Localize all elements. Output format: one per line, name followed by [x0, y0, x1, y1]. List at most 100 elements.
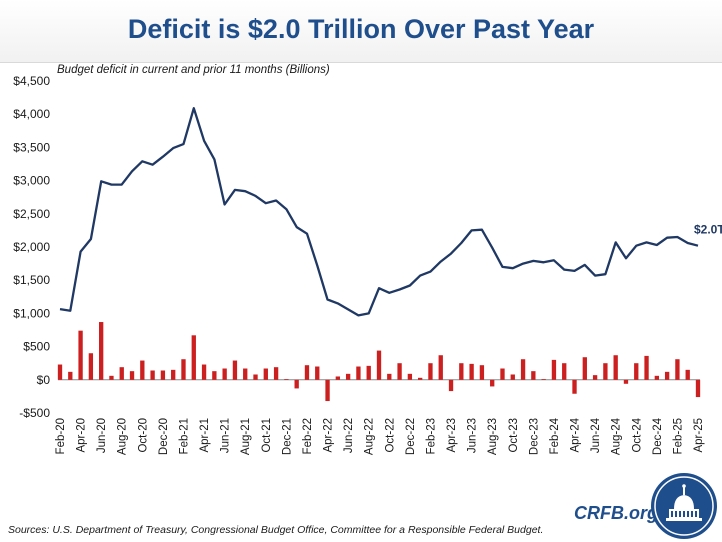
y-tick-label: $1,000 [13, 306, 50, 320]
end-value-label: $2.0T [694, 223, 722, 237]
y-tick-label: -$500 [19, 406, 50, 420]
bar [613, 355, 618, 380]
x-tick-label: Jun-23 [467, 418, 479, 453]
bar [407, 373, 413, 380]
bar [304, 365, 310, 380]
bar [222, 368, 227, 380]
x-tick-label: Feb-22 [302, 418, 314, 454]
y-tick-label: $1,500 [13, 273, 50, 287]
bar [284, 379, 289, 380]
x-tick-label: Jun-24 [590, 417, 602, 453]
bar [253, 374, 258, 380]
x-tick-label: Jun-21 [220, 418, 232, 453]
bar [57, 364, 63, 380]
capitol-seal-icon [651, 473, 717, 539]
bar [592, 375, 598, 380]
bar [675, 359, 680, 380]
y-tick-label: $4,500 [13, 74, 50, 88]
bar [623, 379, 629, 384]
bar [294, 379, 299, 389]
bar [479, 365, 485, 380]
y-tick-label: $500 [23, 340, 50, 354]
crfb-brand: CRFB.org [574, 503, 658, 523]
bar [325, 379, 330, 402]
bar [438, 355, 443, 380]
bar [500, 368, 505, 380]
bar [181, 359, 186, 380]
bar [263, 368, 268, 380]
bar [428, 363, 433, 380]
y-tick-label: $3,500 [13, 140, 50, 154]
x-tick-label: Feb-23 [425, 418, 437, 454]
x-tick-label: Jun-20 [96, 418, 108, 453]
bar [531, 371, 536, 380]
x-tick-label: Oct-20 [137, 418, 149, 453]
bar [140, 360, 145, 380]
bar [171, 369, 176, 380]
bar [273, 367, 279, 380]
sources-note: Sources: U.S. Department of Treasury, Co… [8, 524, 544, 536]
x-tick-label: Feb-21 [178, 418, 190, 454]
x-tick-label: Dec-21 [281, 418, 293, 455]
bar [459, 363, 464, 380]
bar [387, 373, 392, 380]
x-tick-label: Aug-22 [364, 418, 376, 455]
bar [562, 363, 567, 380]
x-tick-label: Apr-24 [570, 417, 582, 452]
bar [448, 379, 454, 392]
bar [212, 371, 217, 380]
bar [119, 367, 124, 380]
x-tick-label: Aug-24 [611, 417, 623, 455]
x-tick-label: Feb-25 [672, 418, 684, 454]
bar [644, 355, 649, 380]
bar [366, 365, 371, 380]
x-tick-label: Oct-22 [384, 418, 396, 453]
x-tick-label: Aug-20 [117, 418, 129, 455]
bar [160, 370, 166, 380]
x-tick-label: Oct-23 [508, 418, 520, 453]
chart-subtitle: Budget deficit in current and prior 11 m… [57, 64, 330, 76]
y-tick-label: $2,000 [13, 240, 50, 254]
bar [191, 335, 196, 380]
x-tick-label: Dec-24 [652, 417, 664, 455]
bar [150, 370, 155, 380]
y-tick-label: $3,000 [13, 174, 50, 188]
bar [572, 379, 577, 394]
x-tick-label: Dec-22 [405, 418, 417, 455]
bar [469, 363, 474, 380]
y-tick-label: $4,000 [13, 107, 50, 121]
bar [345, 373, 351, 380]
x-tick-label: Apr-21 [199, 418, 211, 453]
x-tick-label: Apr-20 [76, 418, 88, 453]
bar [510, 374, 515, 380]
bar [664, 371, 670, 380]
x-tick-label: Dec-23 [528, 418, 540, 455]
bar [654, 375, 659, 380]
x-tick-label: Feb-20 [55, 418, 67, 454]
bar [397, 363, 402, 380]
bar [634, 363, 639, 380]
bar [68, 371, 73, 380]
y-tick-label: $0 [37, 373, 51, 387]
x-tick-label: Oct-21 [261, 418, 273, 453]
bar [201, 364, 207, 380]
bar [418, 377, 423, 380]
bar [356, 366, 361, 380]
x-tick-label: Apr-22 [323, 418, 335, 453]
bar [109, 375, 114, 380]
bar [99, 322, 104, 380]
chart-title: Deficit is $2.0 Trillion Over Past Year [127, 14, 595, 44]
bar [88, 353, 94, 380]
bar [129, 371, 135, 380]
x-tick-label: Aug-21 [240, 418, 252, 455]
bar [551, 359, 557, 380]
bar [541, 379, 546, 380]
bar [315, 366, 320, 380]
x-tick-label: Dec-20 [158, 418, 170, 455]
bar [78, 330, 83, 380]
x-tick-label: Jun-22 [343, 418, 355, 453]
bar [490, 379, 495, 387]
x-tick-label: Apr-23 [446, 418, 458, 453]
title-band [0, 0, 722, 63]
